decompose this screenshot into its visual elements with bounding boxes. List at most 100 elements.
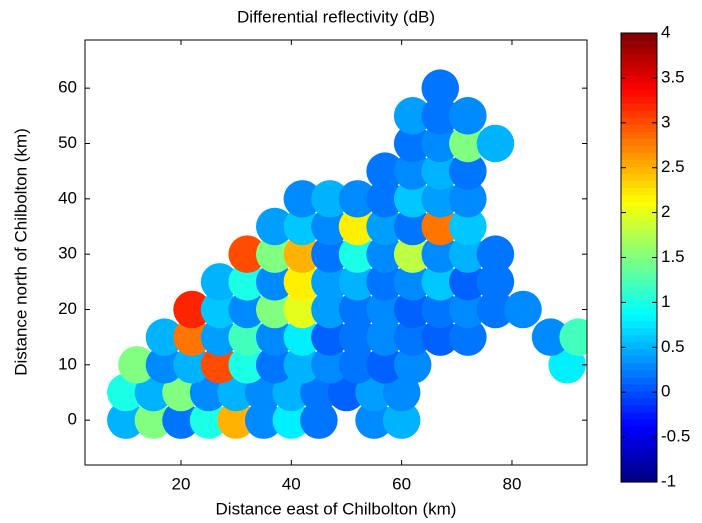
colorbar-segment xyxy=(621,285,657,294)
colorbar-segment xyxy=(621,467,657,476)
colorbar-segment xyxy=(621,243,657,252)
cell xyxy=(217,401,255,439)
cell xyxy=(311,318,349,356)
cell xyxy=(173,346,211,384)
x-tick-label: 40 xyxy=(282,474,301,493)
cell xyxy=(421,97,460,135)
cell xyxy=(449,152,487,190)
colorbar-segment xyxy=(621,411,657,420)
colorbar-segment xyxy=(621,173,657,181)
cell xyxy=(338,207,377,246)
colorbar-segment xyxy=(621,68,657,76)
colorbar-segment xyxy=(621,159,657,167)
cell xyxy=(355,401,393,439)
colorbar-segment xyxy=(621,299,657,308)
cell xyxy=(559,318,587,356)
y-axis-label: Distance north of Chilbolton (km) xyxy=(11,128,30,376)
cell xyxy=(338,346,377,384)
y-tick-label: 50 xyxy=(58,133,77,152)
colorbar-segment xyxy=(621,278,657,287)
colorbar-segment xyxy=(621,215,657,224)
colorbar-segment xyxy=(621,47,657,55)
colorbar-tick-label: 2 xyxy=(661,202,670,221)
colorbar-segment xyxy=(621,348,657,357)
cell xyxy=(283,318,322,356)
cell xyxy=(449,318,487,356)
cell xyxy=(200,346,239,384)
colorbar-segment xyxy=(621,229,657,238)
cell xyxy=(118,346,156,384)
cell xyxy=(244,401,283,439)
cell xyxy=(531,318,570,356)
colorbar-segment xyxy=(621,376,657,385)
cell xyxy=(200,290,239,329)
cell xyxy=(393,152,432,190)
cell xyxy=(173,290,211,329)
cell xyxy=(338,235,377,273)
colorbar-segment xyxy=(621,397,657,406)
cell xyxy=(449,97,487,135)
colorbar-segment xyxy=(621,145,657,153)
colorbar-tick-label: 4 xyxy=(661,22,670,41)
cell xyxy=(366,180,404,218)
colorbar-segment xyxy=(621,355,657,364)
colorbar-segment xyxy=(621,138,657,146)
colorbar-segment xyxy=(621,341,657,350)
cell xyxy=(283,207,322,246)
cell xyxy=(421,69,460,107)
cell xyxy=(256,235,294,273)
cell xyxy=(421,318,460,356)
colorbar-tick-label: 3.5 xyxy=(661,67,685,86)
cell xyxy=(228,235,266,273)
cell xyxy=(449,263,487,301)
chart-title: Differential reflectivity (dB) xyxy=(237,7,435,26)
colorbar-segment xyxy=(621,369,657,378)
cell xyxy=(393,97,432,135)
field xyxy=(107,69,587,439)
colorbar-segment xyxy=(621,327,657,336)
cell xyxy=(228,263,266,301)
colorbar-segment xyxy=(621,390,657,399)
colorbar-tick-label: 1 xyxy=(661,292,670,311)
cell xyxy=(449,180,487,218)
colorbar-segment xyxy=(621,75,657,83)
cell xyxy=(393,207,432,246)
colorbar-segment xyxy=(621,40,657,48)
colorbar-segment xyxy=(621,264,657,273)
cell xyxy=(311,346,349,384)
cell xyxy=(283,235,322,273)
cell xyxy=(200,318,239,356)
colorbar-segment xyxy=(621,236,657,245)
cell xyxy=(366,318,404,356)
cell xyxy=(382,401,421,439)
x-tick-label: 20 xyxy=(172,474,191,493)
colorbar-segment xyxy=(621,201,657,209)
colorbar-segment xyxy=(621,187,657,195)
colorbar-segment xyxy=(621,110,657,118)
colorbar-segment xyxy=(621,194,657,202)
cell xyxy=(311,290,349,329)
x-tick-label: 80 xyxy=(503,474,522,493)
cell xyxy=(421,263,460,301)
colorbar-segment xyxy=(621,320,657,329)
cell xyxy=(162,401,200,439)
cell xyxy=(393,180,432,218)
y-tick-label: 10 xyxy=(58,354,77,373)
cell xyxy=(228,346,266,384)
colorbar-tick-label: -0.5 xyxy=(661,427,690,446)
cell xyxy=(338,318,377,356)
cell xyxy=(338,180,377,218)
colorbar-tick-label: -1 xyxy=(661,471,676,490)
y-tick-label: 40 xyxy=(58,188,77,207)
colorbar-segment xyxy=(621,124,657,132)
cell xyxy=(393,124,432,163)
cell xyxy=(256,318,294,356)
cell xyxy=(421,180,460,218)
colorbar-segment xyxy=(621,404,657,413)
colorbar-tick-label: 3 xyxy=(661,112,670,131)
cell xyxy=(366,207,404,246)
cell xyxy=(393,318,432,356)
cell xyxy=(311,235,349,273)
y-tick-label: 30 xyxy=(58,244,77,263)
